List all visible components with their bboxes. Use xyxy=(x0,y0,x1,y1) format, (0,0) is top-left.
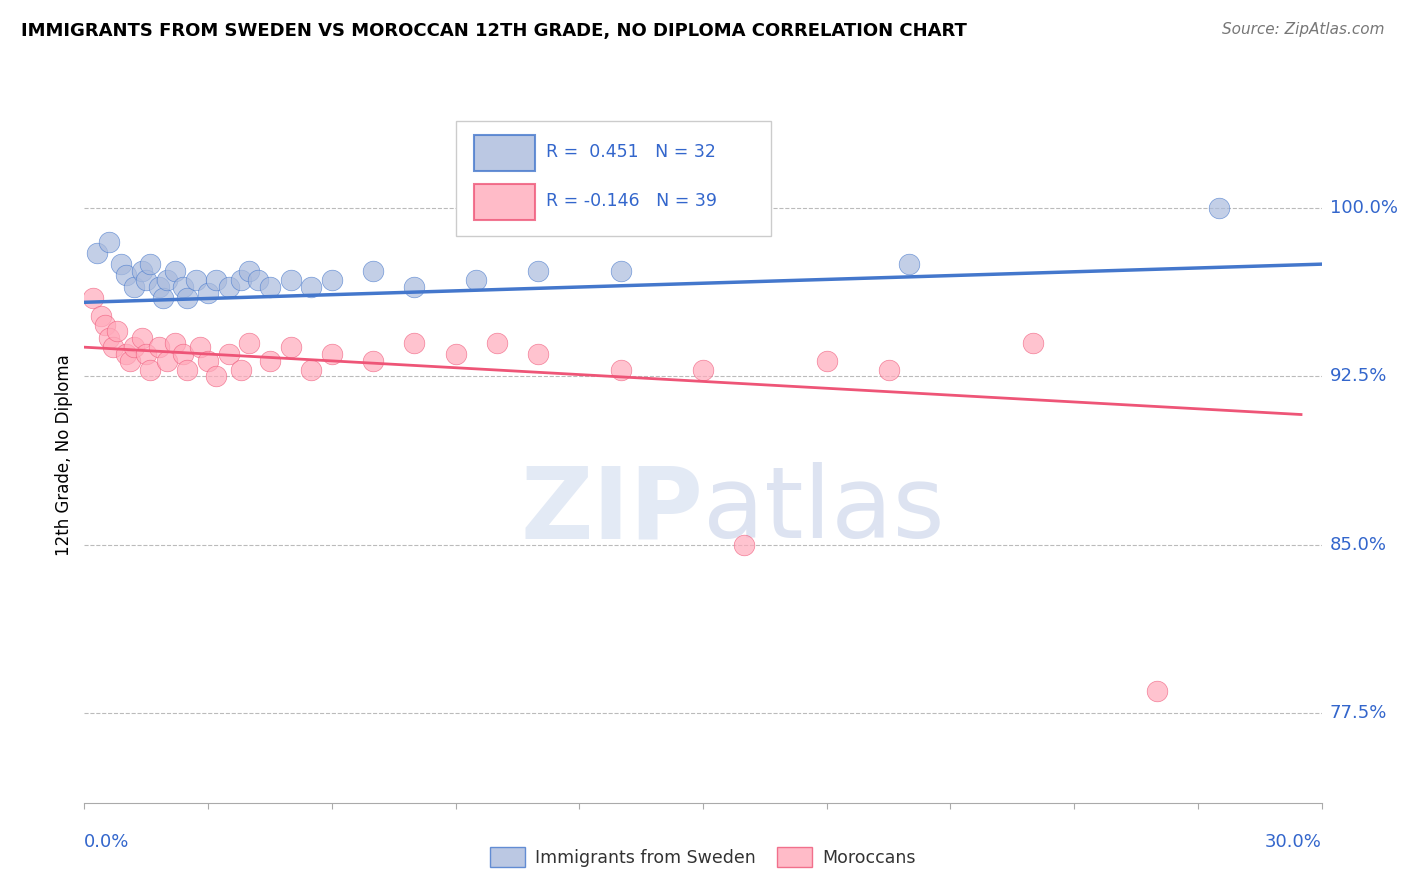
Point xyxy=(692,362,714,376)
Point xyxy=(404,335,426,350)
Point xyxy=(280,273,302,287)
Point xyxy=(898,257,921,271)
Point xyxy=(609,264,631,278)
FancyBboxPatch shape xyxy=(456,121,770,235)
Point xyxy=(156,353,179,368)
Point xyxy=(176,362,198,376)
Point xyxy=(229,362,252,376)
FancyBboxPatch shape xyxy=(474,135,534,171)
Text: atlas: atlas xyxy=(703,462,945,559)
Point xyxy=(218,347,240,361)
Text: 92.5%: 92.5% xyxy=(1330,368,1388,385)
Point xyxy=(105,325,128,339)
Point xyxy=(148,340,170,354)
Point xyxy=(188,340,211,354)
Point xyxy=(139,362,162,376)
Point xyxy=(733,538,755,552)
Text: Source: ZipAtlas.com: Source: ZipAtlas.com xyxy=(1222,22,1385,37)
Point xyxy=(139,257,162,271)
Point xyxy=(238,264,260,278)
Point xyxy=(238,335,260,350)
Point xyxy=(148,279,170,293)
Point xyxy=(114,268,136,283)
Point xyxy=(156,273,179,287)
Point xyxy=(172,347,194,361)
Point xyxy=(465,273,488,287)
Point xyxy=(299,279,322,293)
Point xyxy=(176,291,198,305)
Point xyxy=(815,353,838,368)
Legend: Immigrants from Sweden, Moroccans: Immigrants from Sweden, Moroccans xyxy=(484,840,922,874)
Point xyxy=(877,362,900,376)
Point xyxy=(197,286,219,301)
Point xyxy=(152,291,174,305)
Point xyxy=(165,335,187,350)
Text: 0.0%: 0.0% xyxy=(84,833,129,851)
Point xyxy=(98,331,121,345)
Y-axis label: 12th Grade, No Diploma: 12th Grade, No Diploma xyxy=(55,354,73,556)
Point xyxy=(609,362,631,376)
Point xyxy=(218,279,240,293)
Text: 77.5%: 77.5% xyxy=(1330,704,1388,722)
Text: 85.0%: 85.0% xyxy=(1330,536,1386,554)
Point xyxy=(122,279,145,293)
Point xyxy=(444,347,467,361)
Point xyxy=(246,273,269,287)
Point xyxy=(205,273,228,287)
FancyBboxPatch shape xyxy=(474,184,534,219)
Point xyxy=(90,309,112,323)
Point xyxy=(321,347,343,361)
Point xyxy=(103,340,125,354)
Point xyxy=(118,353,141,368)
Point xyxy=(321,273,343,287)
Point xyxy=(114,347,136,361)
Point xyxy=(259,353,281,368)
Point xyxy=(259,279,281,293)
Point xyxy=(404,279,426,293)
Point xyxy=(135,347,157,361)
Point xyxy=(122,340,145,354)
Text: 100.0%: 100.0% xyxy=(1330,199,1398,217)
Point xyxy=(527,264,550,278)
Point xyxy=(184,273,207,287)
Point xyxy=(82,291,104,305)
Point xyxy=(131,331,153,345)
Point xyxy=(165,264,187,278)
Text: ZIP: ZIP xyxy=(520,462,703,559)
Point xyxy=(1146,683,1168,698)
Point xyxy=(110,257,132,271)
Point xyxy=(94,318,117,332)
Point xyxy=(197,353,219,368)
Point xyxy=(135,273,157,287)
Point xyxy=(205,369,228,384)
Point xyxy=(229,273,252,287)
Point xyxy=(299,362,322,376)
Text: 30.0%: 30.0% xyxy=(1265,833,1322,851)
Point xyxy=(1022,335,1045,350)
Point xyxy=(98,235,121,249)
Point xyxy=(280,340,302,354)
Point xyxy=(131,264,153,278)
Point xyxy=(1208,201,1230,215)
Point xyxy=(361,264,384,278)
Text: R = -0.146   N = 39: R = -0.146 N = 39 xyxy=(546,192,717,210)
Point xyxy=(361,353,384,368)
Point xyxy=(485,335,508,350)
Text: R =  0.451   N = 32: R = 0.451 N = 32 xyxy=(546,144,716,161)
Point xyxy=(527,347,550,361)
Point xyxy=(86,246,108,260)
Point xyxy=(172,279,194,293)
Text: IMMIGRANTS FROM SWEDEN VS MOROCCAN 12TH GRADE, NO DIPLOMA CORRELATION CHART: IMMIGRANTS FROM SWEDEN VS MOROCCAN 12TH … xyxy=(21,22,967,40)
